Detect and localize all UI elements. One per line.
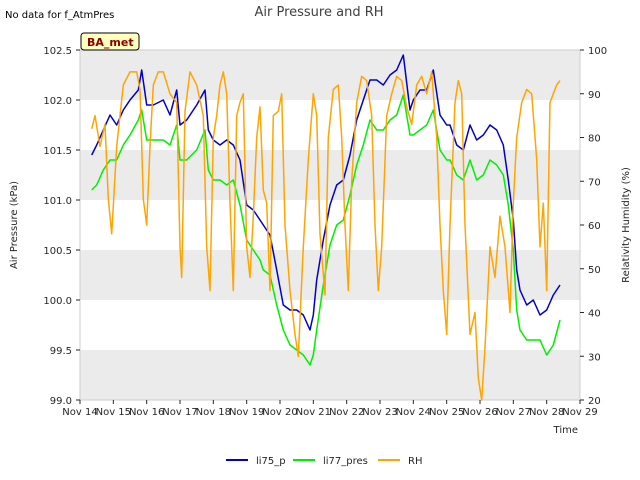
y-tick-label: 100.5	[43, 246, 72, 257]
y-axis-right: 20 30 40 50 60 70 80 90 100	[580, 46, 607, 407]
site-badge-background	[80, 32, 140, 51]
x-tick-label: Nov 28	[529, 407, 564, 418]
y-tick-label: 102.0	[43, 96, 72, 107]
x-tick-label: Nov 19	[229, 407, 264, 418]
y-tick-label: 99.0	[50, 396, 72, 407]
y-tick-label: 102.5	[43, 46, 72, 57]
x-tick-label: Nov 18	[196, 407, 231, 418]
x-tick-label: Nov 22	[329, 407, 364, 418]
y2-tick-label: 20	[588, 396, 601, 407]
legend-label-li77_pres: li77_pres	[323, 456, 368, 467]
legend-label-RH: RH	[408, 456, 422, 467]
x-tick-label: Nov 29	[562, 407, 597, 418]
x-tick-label: Nov 21	[296, 407, 331, 418]
legend: li75_p li77_pres RH	[226, 456, 422, 467]
y2-tick-label: 60	[588, 221, 601, 232]
site-badge: BA_met	[80, 32, 140, 51]
plot-background-bands	[80, 50, 580, 400]
y2-axis-label: Relativity Humidity (%)	[621, 167, 632, 283]
y2-tick-label: 100	[588, 46, 607, 57]
y-tick-label: 101.0	[43, 196, 72, 207]
x-tick-label: Nov 26	[462, 407, 497, 418]
series-line-RH	[90, 71, 561, 401]
y2-tick-label: 70	[588, 177, 601, 188]
y-axis-label: Air Pressure (kPa)	[9, 181, 20, 269]
x-axis-label: Time	[553, 425, 578, 436]
site-badge-label: BA_met	[87, 36, 134, 49]
x-tick-label: Nov 25	[429, 407, 464, 418]
x-tick-label: Nov 16	[129, 407, 164, 418]
y-axis-left: 99.0 99.5 100.0 100.5 101.0 101.5 102.0 102.5	[43, 46, 80, 407]
x-tick-label: Nov 15	[96, 407, 131, 418]
x-tick-label: Nov 27	[496, 407, 531, 418]
x-tick-label: Nov 14	[62, 407, 97, 418]
chart-title: Air Pressure and RH	[254, 5, 383, 20]
series-line-li77_pres	[91, 94, 561, 366]
legend-label-li75_p: li75_p	[256, 456, 286, 467]
series-layer	[90, 54, 561, 401]
y-tick-label: 99.5	[50, 346, 72, 357]
x-tick-label: Nov 17	[162, 407, 197, 418]
x-tick-label: Nov 24	[396, 407, 431, 418]
y-tick-label: 100.0	[43, 296, 72, 307]
grid-band	[80, 350, 580, 400]
y2-tick-label: 90	[588, 90, 601, 101]
grid-band	[80, 250, 580, 300]
no-data-message: No data for f_AtmPres	[5, 10, 114, 21]
y2-tick-label: 40	[588, 309, 601, 320]
y-tick-label: 101.5	[43, 146, 72, 157]
y2-tick-label: 50	[588, 265, 601, 276]
y2-tick-label: 30	[588, 352, 601, 363]
x-tick-label: Nov 20	[262, 407, 297, 418]
grid-band	[80, 150, 580, 200]
grid-band	[80, 50, 580, 100]
plot-area	[79, 49, 581, 401]
y2-tick-label: 80	[588, 134, 601, 145]
x-tick-label: Nov 23	[362, 407, 397, 418]
